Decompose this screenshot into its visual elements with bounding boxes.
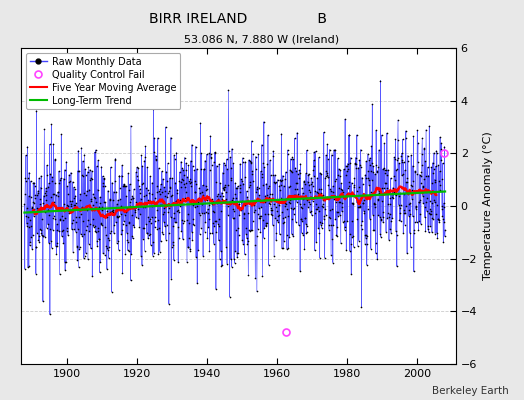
Y-axis label: Temperature Anomaly (°C): Temperature Anomaly (°C) [483,132,493,280]
Title: BIRR IRELAND                B: BIRR IRELAND B [149,12,328,26]
Text: Berkeley Earth: Berkeley Earth [432,386,508,396]
Legend: Raw Monthly Data, Quality Control Fail, Five Year Moving Average, Long-Term Tren: Raw Monthly Data, Quality Control Fail, … [26,53,180,109]
Text: 53.086 N, 7.880 W (Ireland): 53.086 N, 7.880 W (Ireland) [184,34,340,44]
